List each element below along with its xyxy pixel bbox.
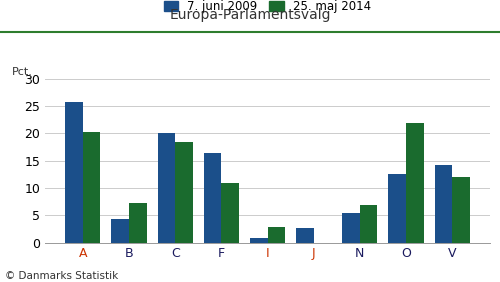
Bar [129,203,146,243]
Bar [452,177,470,243]
Bar [342,213,360,243]
Bar [158,133,175,243]
Bar [65,102,83,243]
Text: Pct.: Pct. [12,67,32,77]
Bar [83,132,100,243]
Bar [360,205,378,243]
Bar [204,153,222,243]
Text: © Danmarks Statistik: © Danmarks Statistik [5,271,118,281]
Bar [268,227,285,243]
Bar [434,165,452,243]
Bar [406,123,423,243]
Legend: 7. juni 2009, 25. maj 2014: 7. juni 2009, 25. maj 2014 [164,0,371,13]
Text: Europa-Parlamentsvalg: Europa-Parlamentsvalg [169,8,331,23]
Bar [112,219,129,243]
Bar [388,174,406,243]
Bar [222,182,239,243]
Bar [250,238,268,243]
Bar [175,142,192,243]
Bar [296,228,314,243]
